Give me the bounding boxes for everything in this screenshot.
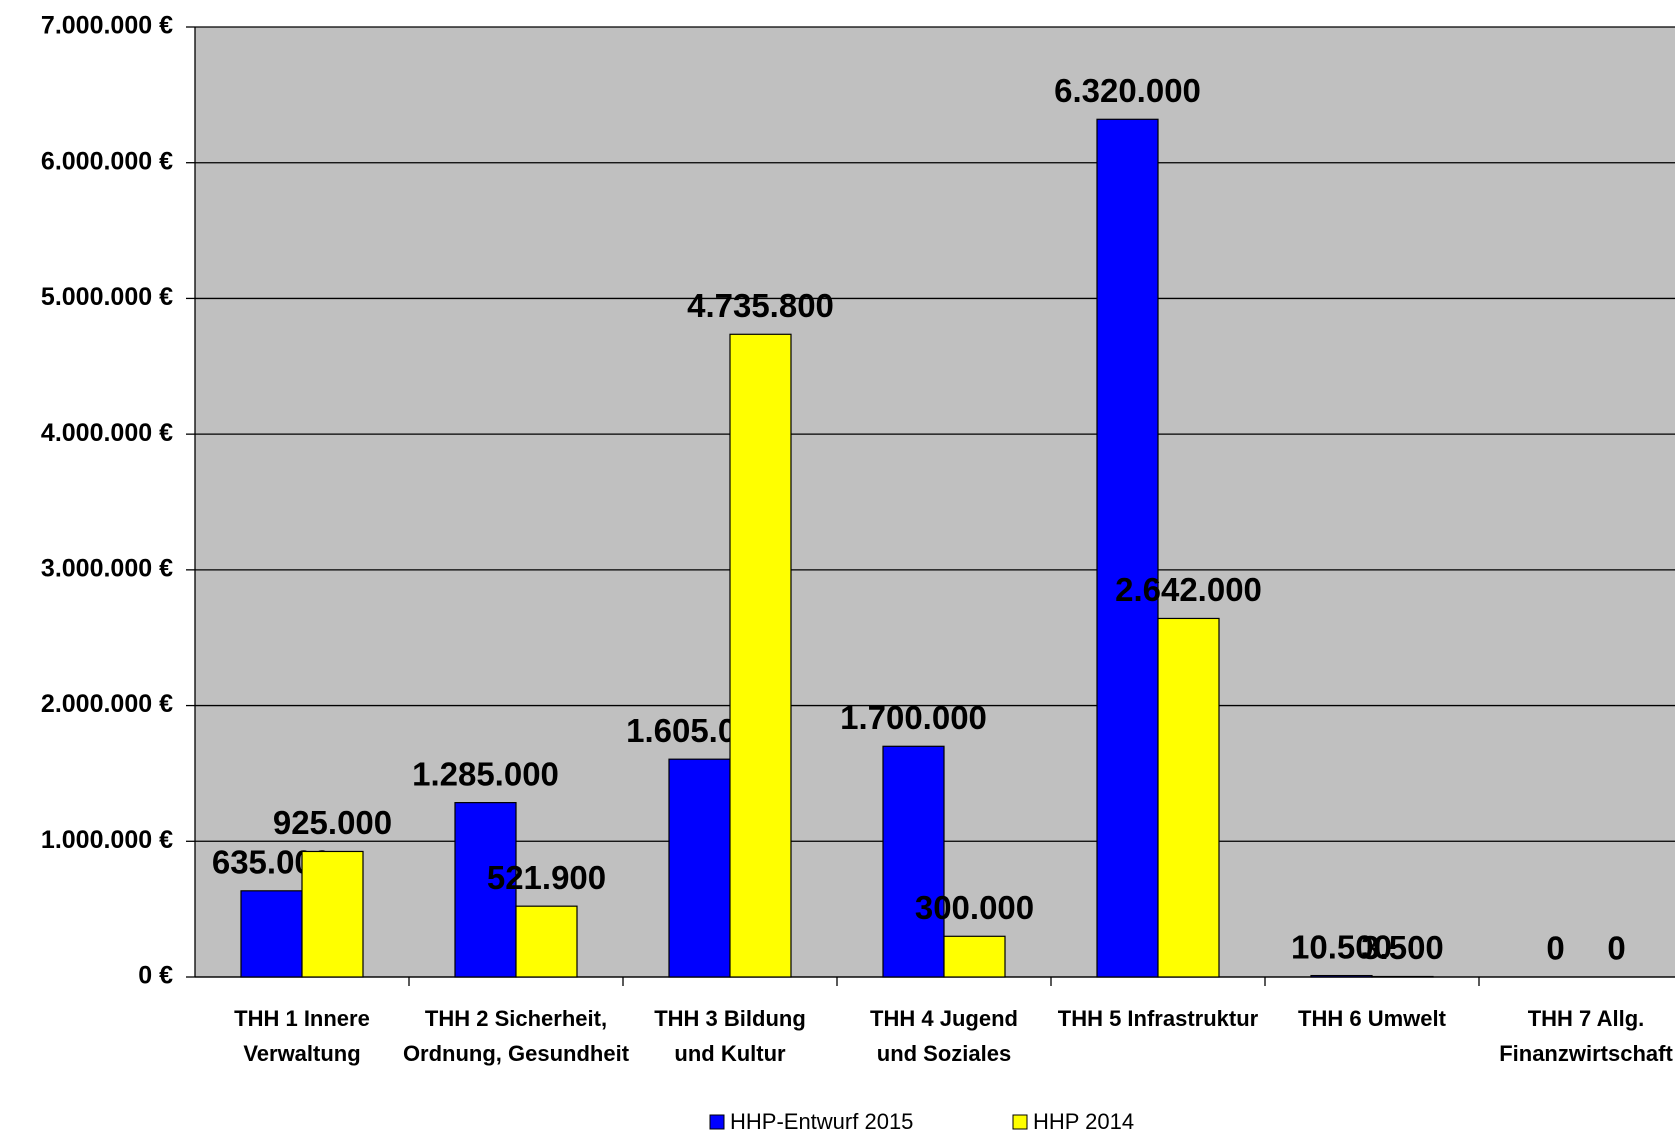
bar (1096, 118, 1159, 978)
data-label: 521.900 (487, 859, 606, 896)
bar (729, 333, 792, 978)
bar (240, 890, 303, 978)
bar (943, 935, 1006, 978)
y-tick-label: 0 € (138, 962, 173, 990)
bar (1310, 974, 1373, 978)
x-tick-label: THH 3 Bildung und Kultur (654, 1006, 806, 1066)
bar (668, 758, 731, 978)
legend-label: HHP-Entwurf 2015 (730, 1109, 913, 1134)
x-tick-label: THH 5 Infrastruktur (1058, 1006, 1259, 1031)
y-tick-label: 3.000.000 € (41, 554, 173, 582)
data-label: 4.735.800 (687, 287, 834, 324)
y-tick-label: 7.000.000 € (41, 12, 173, 40)
data-label: 1.700.000 (840, 699, 987, 736)
data-label: 300.000 (915, 889, 1034, 926)
y-tick-label: 5.000.000 € (41, 283, 173, 311)
x-tick-label: THH 1 Innere Verwaltung (234, 1006, 370, 1066)
bar (301, 850, 364, 978)
bar (515, 905, 578, 978)
bar (454, 802, 517, 978)
y-tick-label: 2.000.000 € (41, 690, 173, 718)
y-tick-label: 6.000.000 € (41, 147, 173, 175)
data-label: 0 (1546, 930, 1564, 967)
y-tick-label: 1.000.000 € (41, 826, 173, 854)
data-label: 1.285.000 (412, 755, 559, 792)
y-tick-label: 4.000.000 € (41, 419, 173, 447)
legend-swatch (709, 1114, 725, 1130)
x-tick-label: THH 4 Jugend und Soziales (870, 1006, 1018, 1066)
legend-label: HHP 2014 (1033, 1109, 1134, 1134)
data-label: 0 (1607, 930, 1625, 967)
bar (1157, 617, 1220, 978)
x-tick-label: THH 2 Sicherheit, Ordnung, Gesundheit (403, 1006, 630, 1066)
data-label: 3.500 (1361, 929, 1444, 966)
x-tick-label: THH 6 Umwelt (1298, 1006, 1447, 1031)
x-tick-label: THH 7 Allg. Finanzwirtschaft (1499, 1006, 1673, 1066)
bar (882, 745, 945, 978)
data-label: 925.000 (273, 804, 392, 841)
legend-swatch (1012, 1114, 1028, 1130)
data-label: 6.320.000 (1054, 72, 1201, 109)
data-label: 10.500 (1291, 928, 1392, 965)
data-label: 2.642.000 (1115, 571, 1262, 608)
